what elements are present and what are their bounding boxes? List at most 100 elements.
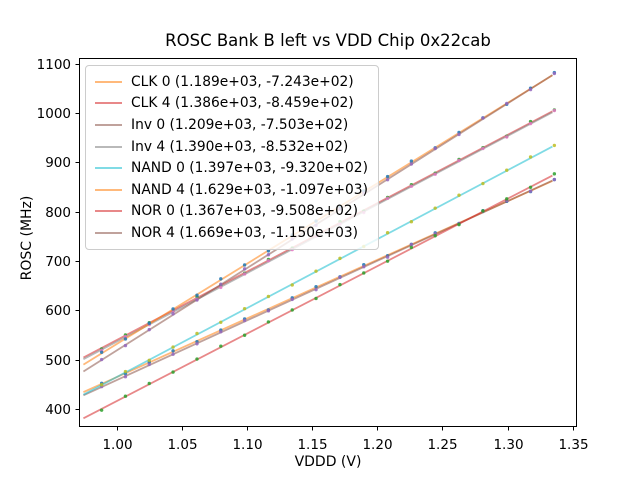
data-point — [385, 174, 390, 179]
data-point — [528, 185, 533, 189]
data-point — [338, 282, 342, 287]
data-point — [266, 249, 271, 253]
series-nor-0 — [83, 172, 557, 420]
data-point — [457, 132, 461, 137]
data-point — [385, 178, 390, 182]
data-point — [266, 258, 271, 263]
chart-title: ROSC Bank B left vs VDD Chip 0x22cab — [165, 31, 491, 50]
data-point — [219, 285, 223, 290]
x-axis-label: VDDD (V) — [294, 454, 362, 470]
data-point — [242, 306, 247, 311]
y-tick-label: 800 — [45, 205, 71, 221]
data-point — [266, 252, 271, 257]
data-point — [552, 172, 557, 176]
data-point — [123, 374, 128, 379]
data-point — [457, 222, 461, 227]
legend-line-swatch — [95, 123, 122, 126]
data-point — [552, 108, 557, 113]
y-tick-label: 500 — [45, 353, 71, 369]
data-point — [266, 320, 271, 324]
data-point — [219, 330, 223, 334]
data-point — [409, 162, 414, 166]
legend-entry-nor-4: NOR 4 (1.669e+03, -1.150e+03) — [95, 222, 368, 244]
legend-label: Inv 0 (1.209e+03, -7.503e+02) — [131, 116, 349, 133]
data-point — [266, 294, 271, 299]
data-point — [433, 146, 437, 151]
data-point — [409, 159, 414, 163]
y-axis-label: ROSC (MHz) — [19, 195, 35, 281]
x-tick-label: 1.00 — [102, 437, 132, 453]
data-point — [481, 209, 485, 213]
data-point — [409, 242, 414, 247]
data-point — [338, 275, 342, 280]
data-point — [171, 352, 175, 356]
legend-entry-nand-0: NAND 0 (1.397e+03, -9.320e+02) — [95, 157, 368, 179]
data-point — [385, 231, 390, 235]
data-point — [195, 331, 199, 336]
legend-label: NAND 4 (1.629e+03, -1.097e+03) — [131, 181, 368, 198]
data-point — [409, 245, 414, 250]
data-point — [505, 197, 509, 201]
x-tick-label: 1.10 — [232, 437, 262, 453]
data-point — [409, 184, 414, 188]
data-point — [552, 177, 557, 182]
data-point — [171, 307, 175, 311]
legend-line-swatch — [95, 167, 122, 170]
y-tick-label: 600 — [45, 303, 71, 319]
data-point — [219, 320, 223, 325]
data-point — [266, 309, 271, 313]
data-point — [505, 135, 509, 139]
legend-entry-clk-4: CLK 4 (1.386e+03, -8.459e+02) — [95, 93, 368, 115]
data-point — [147, 327, 151, 332]
data-point — [362, 271, 366, 275]
data-point — [314, 269, 318, 273]
legend-label: NAND 0 (1.397e+03, -9.320e+02) — [131, 160, 368, 177]
data-point — [195, 357, 199, 361]
data-point — [385, 255, 390, 259]
data-point — [362, 265, 366, 269]
data-point — [552, 143, 557, 148]
data-point — [219, 277, 223, 281]
series-nand-0 — [83, 143, 557, 396]
x-tick-label: 1.05 — [167, 437, 197, 453]
data-point — [219, 282, 223, 286]
data-point — [171, 312, 175, 316]
data-point — [481, 181, 485, 186]
y-tick-label: 700 — [45, 254, 71, 270]
data-point — [242, 333, 247, 337]
data-point — [528, 121, 533, 126]
legend-label: Inv 4 (1.390e+03, -8.532e+02) — [131, 138, 349, 155]
data-point — [433, 206, 437, 210]
data-point — [195, 342, 199, 346]
legend-line-swatch — [95, 102, 122, 105]
data-point — [290, 308, 294, 312]
y-tick-label: 1000 — [37, 106, 71, 122]
y-tick-label: 1100 — [37, 57, 71, 73]
y-tick-label: 900 — [45, 155, 71, 171]
data-point — [528, 87, 533, 92]
legend-label: CLK 4 (1.386e+03, -8.459e+02) — [131, 95, 354, 112]
data-point — [123, 394, 128, 398]
legend: CLK 0 (1.189e+03, -7.243e+02) CLK 4 (1.38… — [85, 65, 379, 250]
data-point — [314, 296, 318, 301]
data-point — [314, 287, 318, 292]
legend-entry-nor-0: NOR 0 (1.367e+03, -9.508e+02) — [95, 201, 368, 223]
x-tick-label: 1.30 — [493, 437, 523, 453]
data-point — [123, 337, 128, 341]
legend-entry-clk-0: CLK 0 (1.189e+03, -7.243e+02) — [95, 71, 368, 93]
data-point — [99, 408, 104, 412]
axes-spines — [79, 58, 577, 427]
legend-line-swatch — [95, 145, 122, 148]
data-point — [528, 155, 533, 159]
fit-line — [83, 174, 553, 420]
data-point — [481, 146, 485, 151]
data-point — [481, 116, 485, 120]
data-point — [433, 234, 437, 238]
data-point — [171, 349, 175, 353]
data-point — [457, 158, 461, 163]
data-point — [505, 168, 509, 172]
data-point — [147, 381, 151, 386]
legend-entry-nand-4: NAND 4 (1.629e+03, -1.097e+03) — [95, 179, 368, 201]
